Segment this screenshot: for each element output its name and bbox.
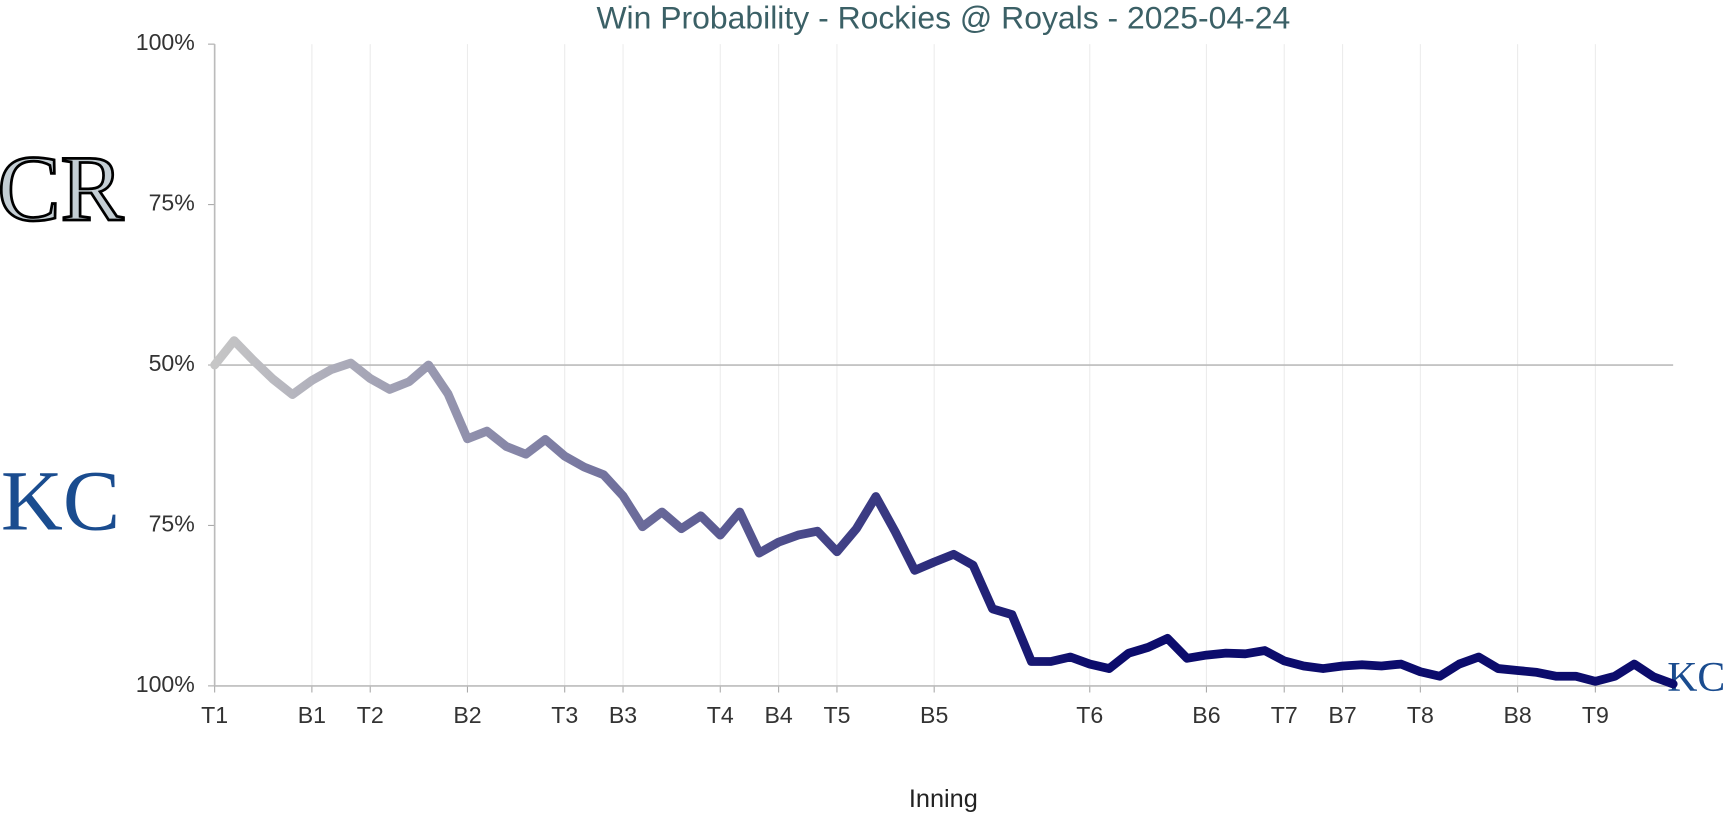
x-tick-label: T3 — [551, 702, 578, 728]
y-tick-label: 75% — [149, 511, 195, 537]
chart-title: Win Probability - Rockies @ Royals - 202… — [596, 0, 1290, 35]
y-tick-label: 100% — [136, 671, 195, 697]
home-logo: KC — [1, 452, 120, 548]
x-tick-label: T6 — [1076, 702, 1103, 728]
x-tick-label: B2 — [453, 702, 481, 728]
y-tick-label: 100% — [136, 29, 195, 55]
x-tick-label: T2 — [357, 702, 384, 728]
x-tick-label: B1 — [298, 702, 326, 728]
x-axis-label: Inning — [909, 785, 978, 813]
x-tick-label: T8 — [1407, 702, 1434, 728]
x-tick-label: T4 — [707, 702, 734, 728]
end-logo: KC — [1667, 655, 1725, 701]
away-logo: CR — [0, 137, 124, 241]
x-tick-label: T1 — [201, 702, 228, 728]
x-tick-label: T9 — [1582, 702, 1609, 728]
x-tick-label: B7 — [1328, 702, 1356, 728]
x-tick-label: B5 — [920, 702, 948, 728]
win-probability-line — [210, 336, 1678, 689]
y-tick-label: 75% — [149, 190, 195, 216]
x-tick-label: B6 — [1192, 702, 1220, 728]
y-tick-label: 50% — [149, 350, 195, 376]
x-tick-label: B3 — [609, 702, 637, 728]
x-tick-label: T7 — [1271, 702, 1298, 728]
x-tick-label: B4 — [764, 702, 792, 728]
x-tick-label: B8 — [1503, 702, 1531, 728]
x-tick-label: T5 — [823, 702, 850, 728]
